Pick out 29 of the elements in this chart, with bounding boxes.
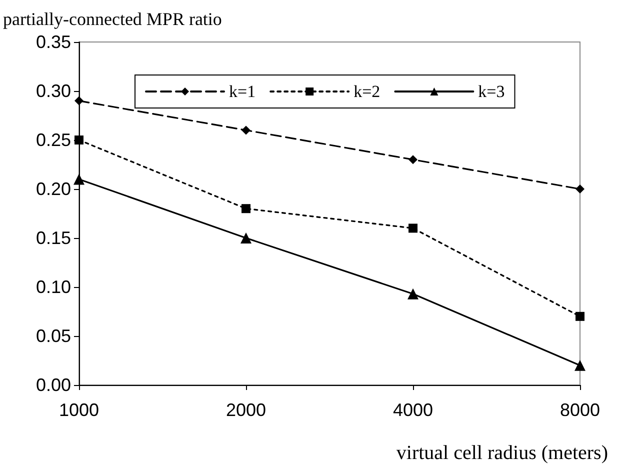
point bbox=[408, 224, 418, 233]
x-axis-title: virtual cell radius (meters) bbox=[396, 442, 608, 464]
point bbox=[576, 312, 584, 321]
point bbox=[242, 126, 250, 135]
y-tick-label: 0.10 bbox=[36, 277, 71, 297]
point bbox=[74, 96, 84, 106]
y-tick-label: 0.25 bbox=[36, 130, 71, 150]
y-tick-label: 0.30 bbox=[36, 81, 71, 101]
point bbox=[576, 184, 584, 194]
y-axis-title: partially-connected MPR ratio bbox=[3, 9, 222, 29]
x-tick-label: 2000 bbox=[226, 400, 266, 420]
legend-label: k=3 bbox=[478, 82, 505, 101]
point bbox=[242, 204, 250, 214]
y-tick-label: 0.15 bbox=[36, 228, 71, 248]
legend-label: k=2 bbox=[354, 82, 380, 101]
x-tick-label: 8000 bbox=[560, 400, 600, 420]
point bbox=[240, 232, 252, 244]
point bbox=[74, 136, 84, 144]
y-tick-label: 0.35 bbox=[36, 32, 71, 52]
point bbox=[408, 155, 418, 164]
x-tick-label: 1000 bbox=[58, 400, 100, 420]
point bbox=[574, 360, 586, 371]
y-tick-label: 0.20 bbox=[36, 179, 71, 199]
point bbox=[74, 174, 84, 185]
legend-label: k=1 bbox=[229, 82, 256, 101]
y-tick-label: 0.05 bbox=[36, 326, 71, 346]
point bbox=[408, 288, 418, 300]
x-tick-label: 4000 bbox=[392, 400, 434, 420]
y-tick-label: 0.00 bbox=[36, 375, 71, 395]
